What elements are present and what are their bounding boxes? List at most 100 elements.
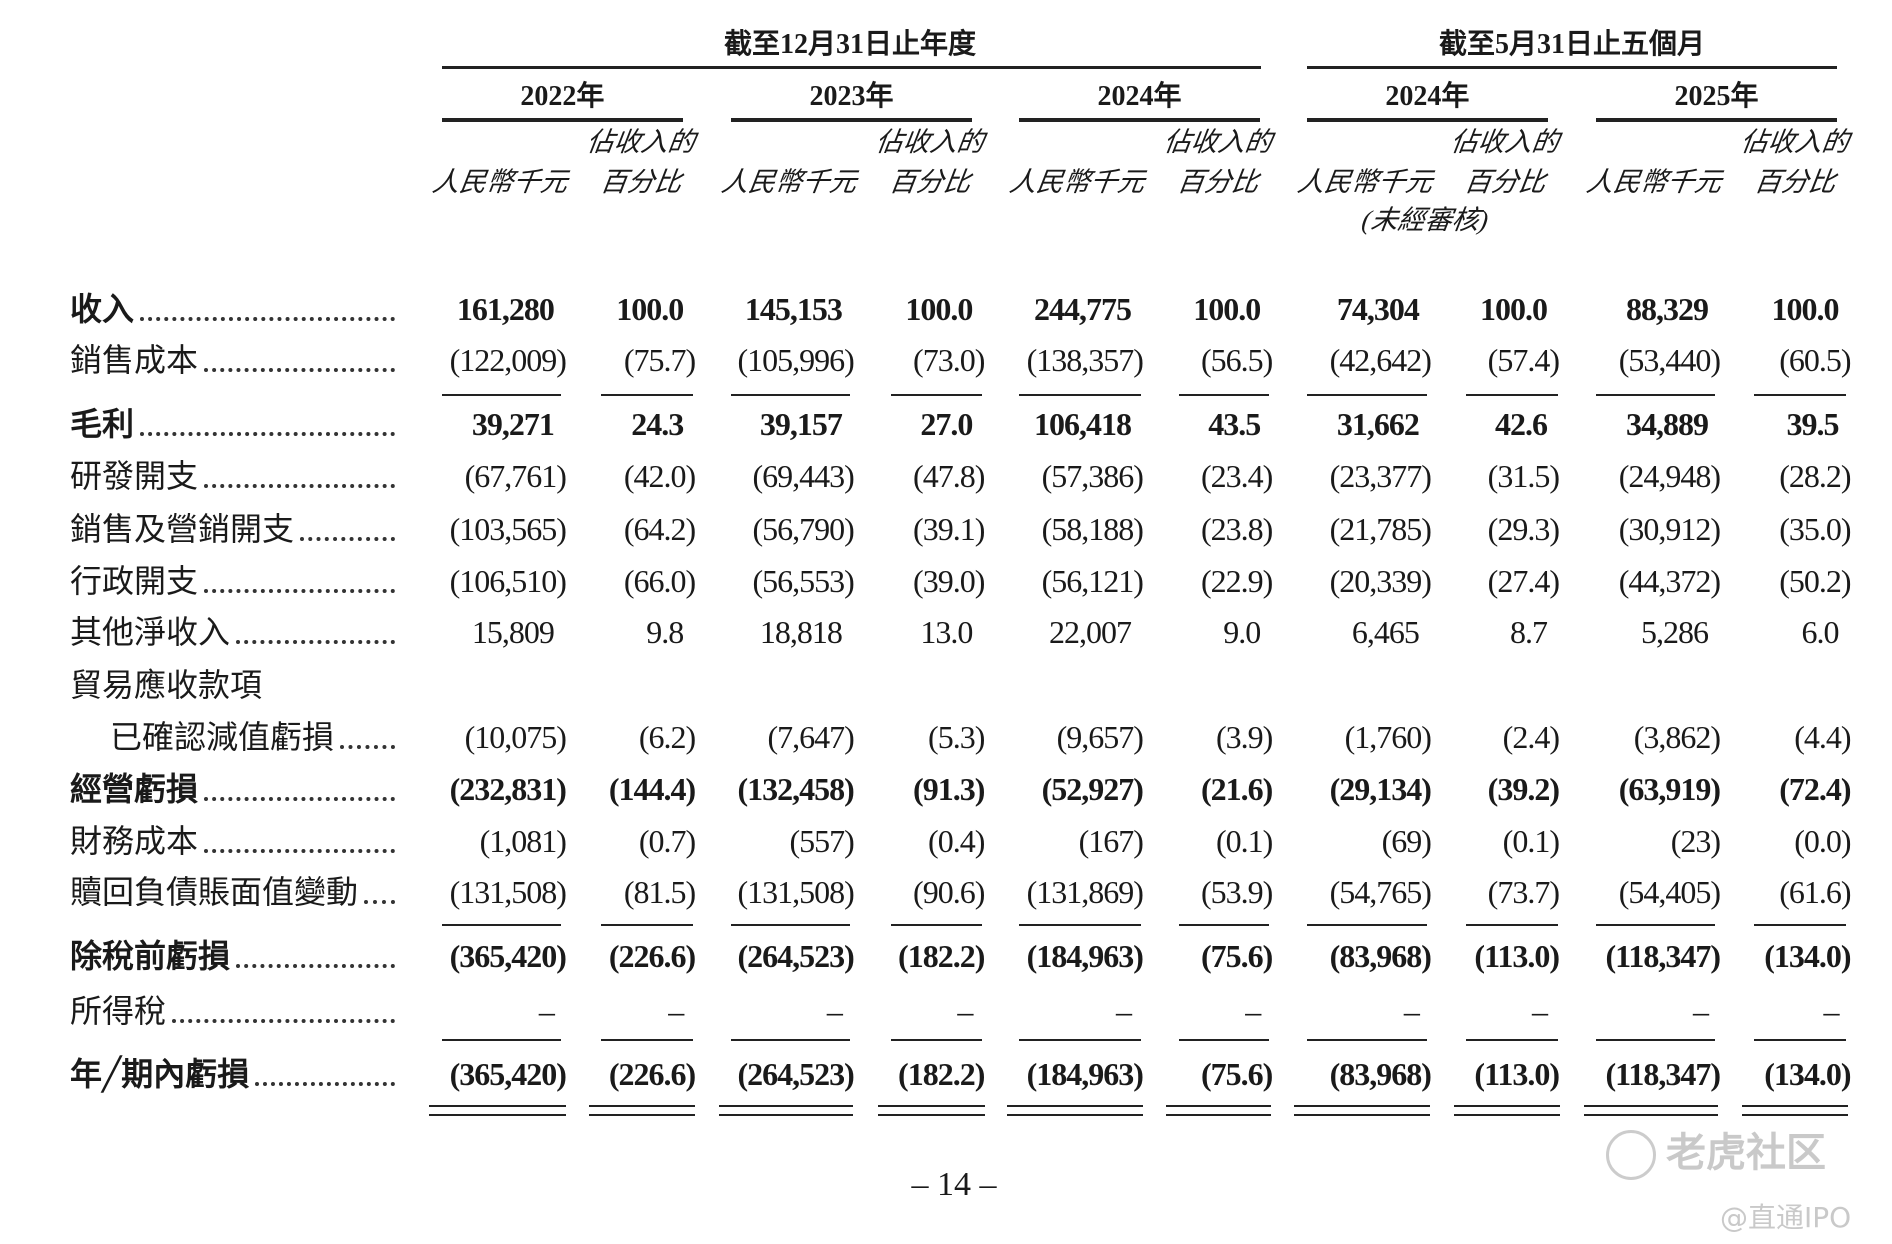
- table-cell: (131,508): [449, 874, 567, 911]
- table-cell: (144.4): [608, 770, 696, 807]
- table-cell: (39.2): [1487, 770, 1560, 807]
- amount-column-header: 人民幣千元: [1007, 167, 1147, 197]
- row-label-text: 贖回負債賬面值變動: [70, 874, 359, 911]
- table-cell: 9.0: [1223, 614, 1261, 651]
- leader-dots: [204, 849, 395, 854]
- table-cell: (3.9): [1215, 719, 1273, 756]
- subtotal-rule: [1466, 1039, 1558, 1042]
- table-cell: 31,662: [1336, 405, 1420, 442]
- subtotal-rule: [1178, 923, 1269, 926]
- table-cell: (75.6): [1200, 1056, 1273, 1093]
- table-cell: 39,157: [759, 405, 843, 442]
- table-cell: 145,153: [744, 291, 843, 328]
- table-cell: (66.0): [623, 563, 696, 600]
- table-cell: 8.7: [1509, 614, 1548, 651]
- percent-column-header-line1: 佔收入的: [1738, 127, 1851, 157]
- table-cell: (31.5): [1487, 458, 1560, 495]
- row-label: 所得稅: [70, 991, 395, 1031]
- table-cell: –: [957, 992, 973, 1029]
- table-cell: (1,760): [1344, 719, 1432, 756]
- leader-dots: [204, 484, 395, 489]
- percent-column-header-line2: 百分比: [1752, 167, 1838, 197]
- table-cell: –: [1823, 992, 1840, 1029]
- subtotal-rule: [1178, 1039, 1269, 1042]
- table-cell: (5.3): [928, 719, 985, 756]
- subtotal-rule: [601, 923, 693, 926]
- table-cell: (167): [1078, 823, 1144, 860]
- total-double-rule: [1166, 1105, 1272, 1108]
- amount-column-header: 人民幣千元: [1584, 167, 1724, 197]
- table-cell: (44,372): [1618, 563, 1721, 600]
- table-cell: 100.0: [1479, 291, 1548, 328]
- leader-dots: [204, 589, 395, 594]
- leader-dots: [140, 317, 395, 322]
- table-cell: (56.5): [1200, 342, 1273, 379]
- table-cell: (39.1): [913, 510, 985, 547]
- total-double-rule: [429, 1105, 567, 1108]
- subtotal-rule: [1018, 1039, 1141, 1042]
- table-cell: (56,121): [1041, 563, 1144, 600]
- table-cell: 74,304: [1336, 291, 1420, 328]
- watermark-logo: 老虎社区: [1606, 1120, 1826, 1180]
- table-cell: (61.6): [1779, 874, 1851, 911]
- year-rule: [1595, 118, 1838, 122]
- year-rule: [730, 118, 973, 122]
- year-header: 2024年: [1097, 81, 1182, 112]
- row-label: 銷售成本: [70, 340, 395, 380]
- table-cell: (9,657): [1056, 719, 1144, 756]
- table-cell: (27.4): [1487, 563, 1560, 600]
- table-cell: (69,443): [752, 458, 855, 495]
- leader-dots: [172, 1018, 395, 1023]
- leader-dots: [364, 900, 395, 905]
- table-cell: (0.1): [1215, 823, 1273, 860]
- table-cell: (113.0): [1474, 937, 1560, 974]
- table-cell: (132,458): [737, 770, 855, 807]
- subtotal-rule: [1595, 394, 1716, 397]
- percent-column-header-line2: 百分比: [887, 167, 973, 197]
- table-cell: (54,405): [1618, 874, 1721, 911]
- table-cell: (232,831): [449, 770, 567, 807]
- table-cell: (30,912): [1618, 510, 1721, 547]
- watermark-brand: 老虎社区: [1666, 1130, 1826, 1176]
- row-label-text: 其他淨收入: [70, 614, 231, 651]
- total-double-rule: [1742, 1105, 1849, 1108]
- total-double-rule: [1294, 1113, 1430, 1116]
- table-cell: –: [1403, 992, 1420, 1029]
- table-cell: (53.9): [1200, 874, 1273, 911]
- row-label: 年╱期內虧損: [70, 1054, 395, 1094]
- table-cell: (75.6): [1200, 937, 1273, 974]
- subtotal-rule: [730, 923, 851, 926]
- table-cell: (118,347): [1605, 1056, 1721, 1093]
- table-cell: (47.8): [913, 458, 985, 495]
- amount-column-header: 人民幣千元: [719, 167, 859, 197]
- table-cell: (2.4): [1502, 719, 1560, 756]
- leader-dots: [236, 640, 395, 645]
- table-cell: (60.5): [1779, 342, 1851, 379]
- table-cell: (28.2): [1779, 458, 1851, 495]
- row-label: 毛利: [70, 404, 395, 444]
- table-cell: (22.9): [1200, 563, 1273, 600]
- percent-column-header-line2: 百分比: [1174, 167, 1261, 197]
- table-cell: (90.6): [913, 874, 985, 911]
- table-cell: –: [668, 992, 684, 1029]
- table-cell: –: [1693, 992, 1709, 1029]
- table-cell: –: [826, 992, 843, 1029]
- row-label: 研發開支: [70, 456, 395, 496]
- table-cell: 18,818: [759, 614, 843, 651]
- leader-dots: [236, 963, 395, 968]
- table-cell: 42.6: [1494, 405, 1548, 442]
- table-cell: 15,809: [471, 614, 555, 651]
- row-label: 除稅前虧損: [70, 936, 395, 976]
- year-header: 2025年: [1674, 81, 1759, 112]
- subtotal-rule: [1595, 1039, 1716, 1042]
- table-cell: 244,775: [1033, 291, 1132, 328]
- leader-dots: [340, 745, 395, 750]
- row-label: 已確認減值虧損: [110, 717, 395, 757]
- row-label: 行政開支: [70, 561, 395, 601]
- total-double-rule: [1454, 1113, 1561, 1116]
- subtotal-rule: [1754, 394, 1846, 397]
- subtotal-rule: [601, 1039, 693, 1042]
- table-cell: (0.7): [638, 823, 696, 860]
- total-double-rule: [878, 1105, 985, 1108]
- year-rule: [1018, 118, 1261, 122]
